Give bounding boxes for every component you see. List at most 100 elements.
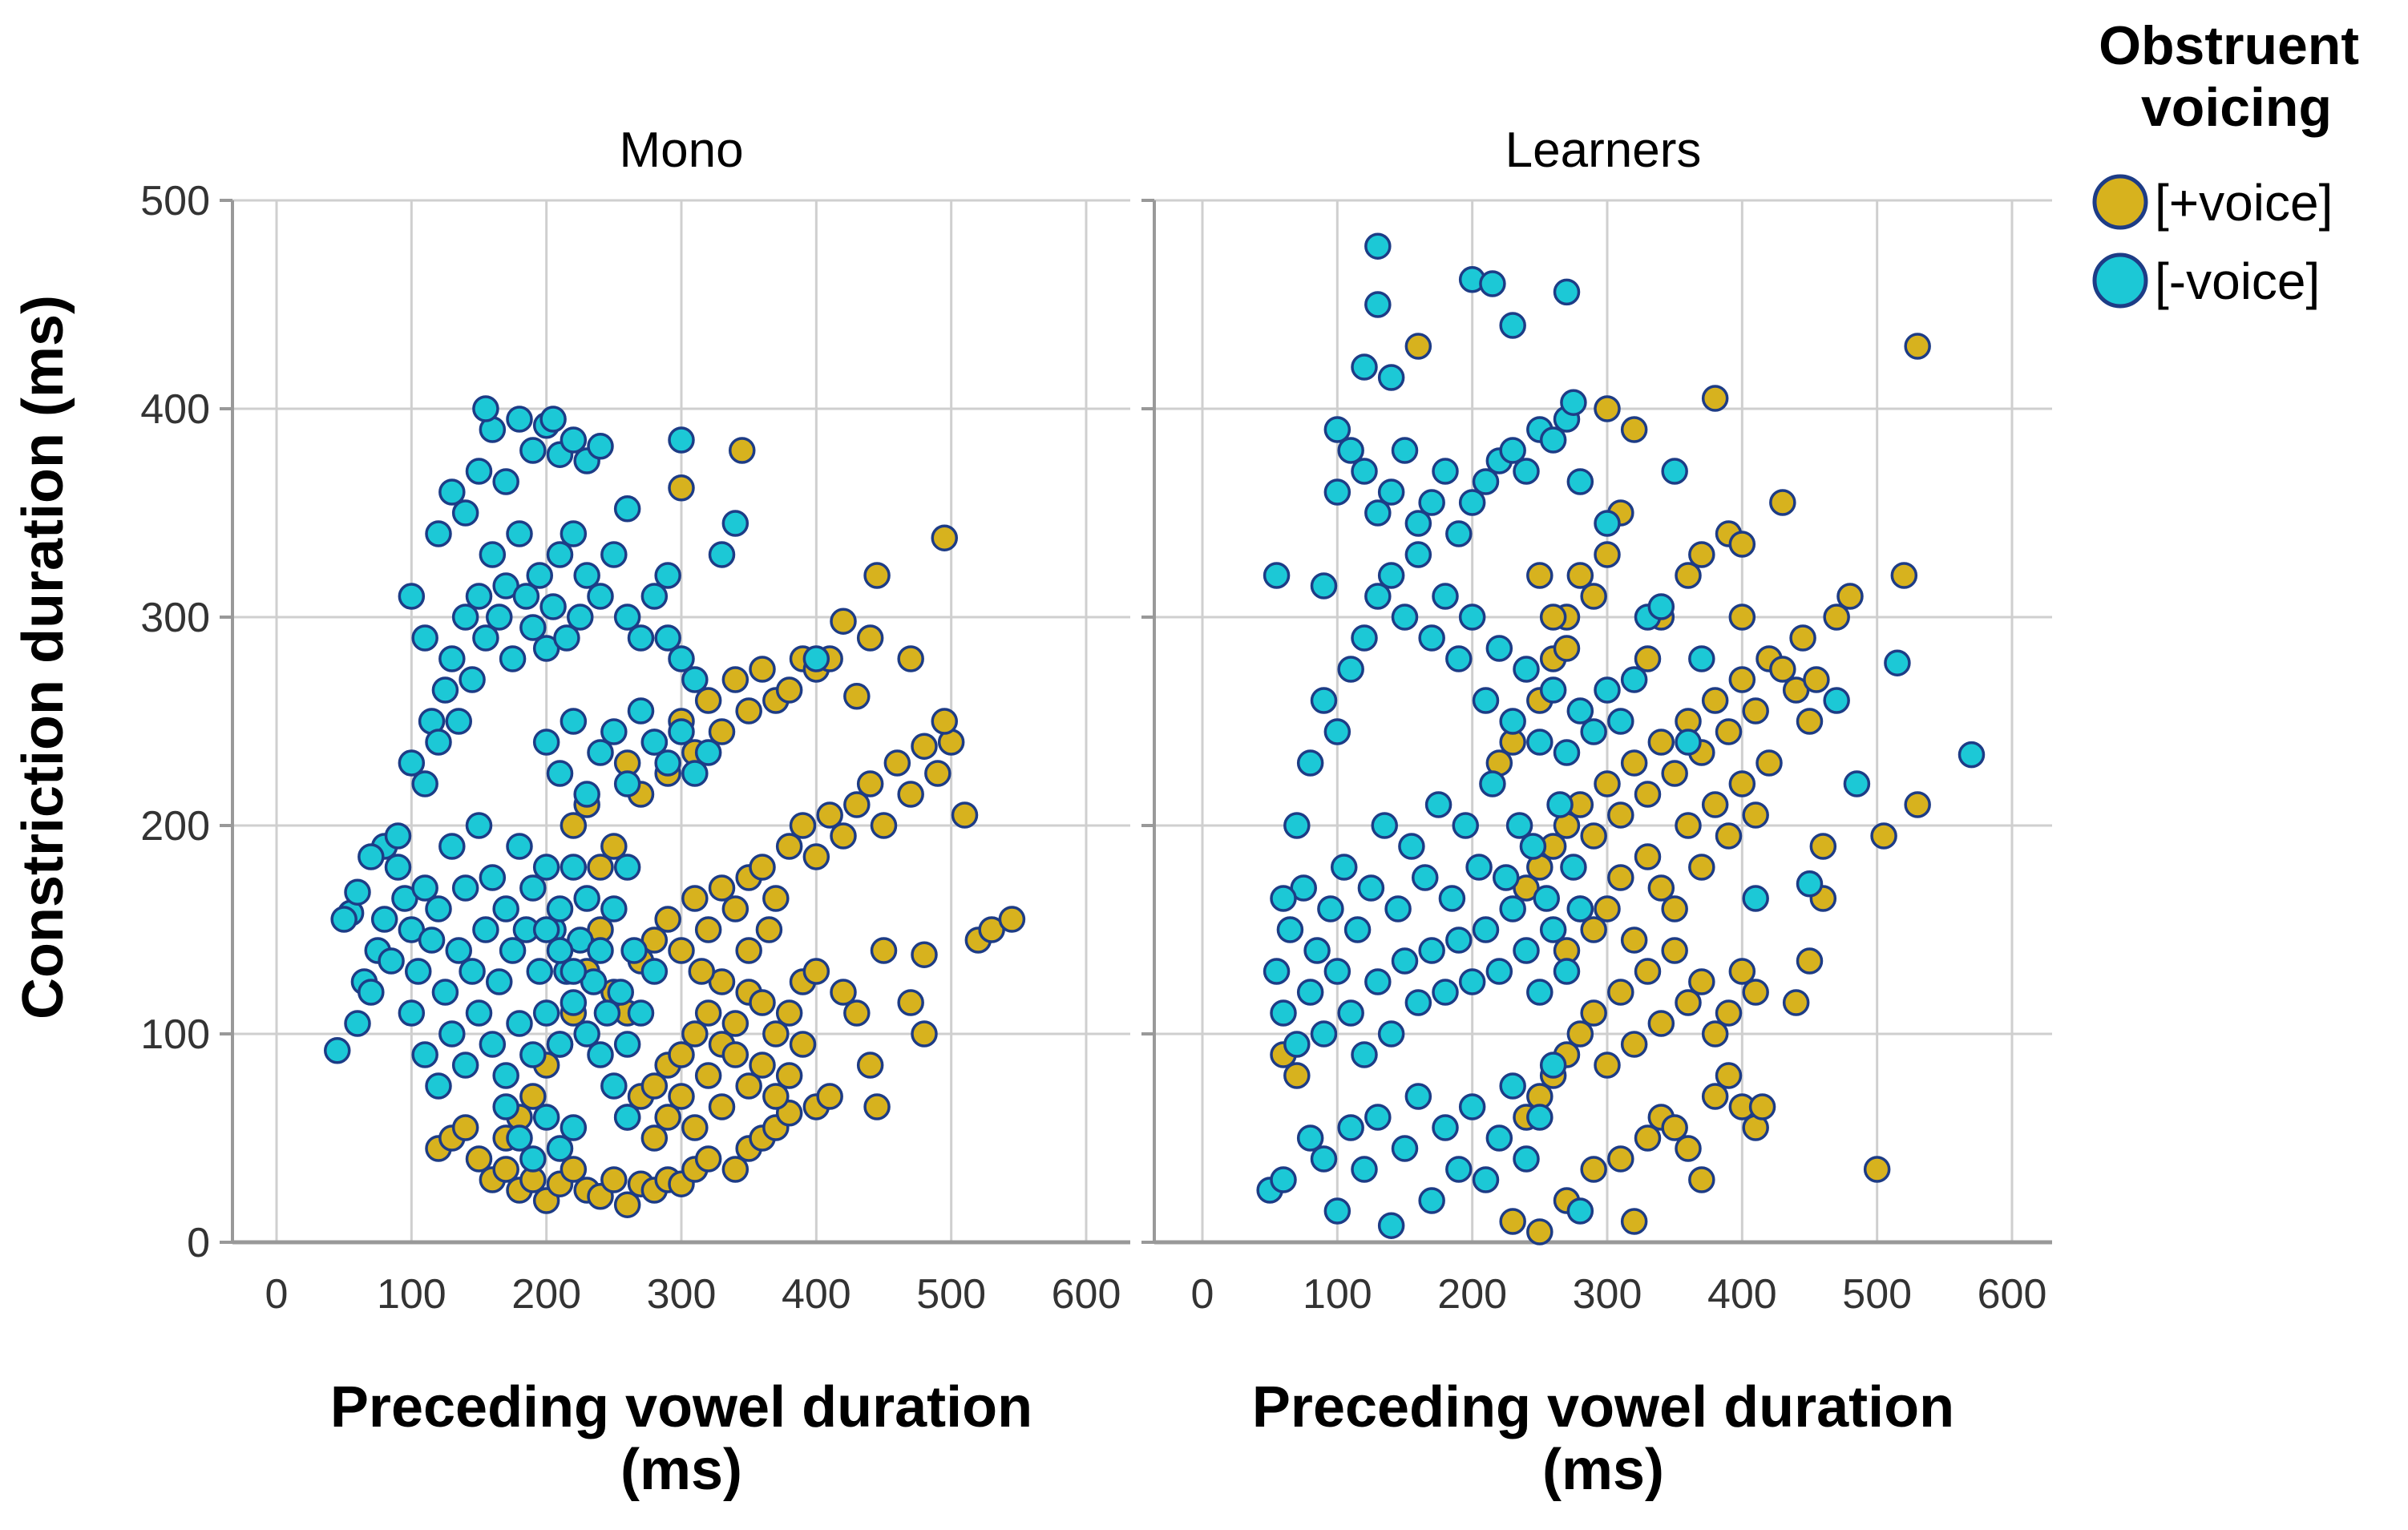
y-axis-title: Constriction duration (ms): [11, 295, 75, 1019]
data-point: [1539, 426, 1567, 454]
data-point: [931, 708, 958, 735]
data-point: [789, 1031, 817, 1058]
data-point: [1661, 458, 1688, 485]
data-point: [1526, 729, 1553, 756]
data-point: [1296, 1124, 1324, 1152]
data-point: [1796, 870, 1824, 898]
data-point: [573, 1020, 600, 1048]
data-point: [1647, 593, 1675, 620]
data-point: [640, 1072, 669, 1100]
data-point: [384, 822, 412, 850]
data-point: [688, 958, 715, 985]
data-point: [539, 593, 567, 620]
data-point: [472, 395, 499, 422]
data-point: [1796, 708, 1824, 735]
data-point: [1357, 874, 1385, 902]
legend-marker-voiceless: [2092, 252, 2148, 309]
data-point: [451, 874, 479, 902]
data-point: [1343, 916, 1372, 943]
data-point: [600, 895, 628, 922]
data-point: [613, 1104, 641, 1131]
data-point: [654, 906, 681, 933]
data-point: [1594, 541, 1621, 568]
data-point: [519, 1083, 547, 1110]
data-point: [654, 749, 681, 777]
legend-label-voiced: [+voice]: [2155, 174, 2333, 232]
data-point: [378, 947, 405, 975]
data-point: [1769, 489, 1796, 516]
data-point: [1499, 708, 1526, 735]
data-point: [1445, 520, 1473, 547]
data-point: [1675, 812, 1702, 839]
data-point: [1276, 916, 1304, 943]
data-point: [1377, 1212, 1405, 1239]
data-point: [775, 999, 803, 1027]
data-point: [1472, 1166, 1500, 1193]
data-point: [1728, 958, 1756, 985]
data-point: [1513, 458, 1540, 485]
data-point: [512, 583, 540, 610]
data-point: [451, 604, 479, 631]
data-point: [1458, 604, 1486, 631]
data-point: [729, 437, 756, 464]
data-point: [560, 958, 588, 985]
data-point: [553, 624, 580, 652]
data-point: [425, 520, 452, 547]
data-point: [613, 1031, 641, 1058]
data-point: [721, 895, 749, 922]
data-point: [1607, 864, 1634, 891]
data-point: [1364, 583, 1392, 610]
data-point: [1391, 1135, 1419, 1162]
data-point: [1364, 291, 1392, 318]
data-point: [1742, 979, 1769, 1006]
data-point: [560, 989, 588, 1016]
data-point: [1317, 895, 1344, 922]
data-point: [560, 1156, 588, 1183]
data-point: [708, 718, 736, 745]
data-point: [398, 583, 426, 610]
data-point: [1337, 1114, 1364, 1141]
data-point: [856, 1052, 884, 1079]
data-point: [1803, 666, 1830, 693]
data-point: [492, 1093, 519, 1120]
data-point: [755, 916, 783, 943]
data-point: [1533, 885, 1560, 912]
data-point: [587, 739, 614, 766]
data-point: [1499, 1208, 1526, 1235]
data-point: [1526, 562, 1553, 589]
data-point: [1499, 437, 1526, 464]
data-point: [1283, 1062, 1311, 1089]
data-point: [1351, 1041, 1378, 1068]
data-point: [654, 562, 681, 589]
data-point: [1675, 729, 1702, 756]
data-point: [567, 604, 594, 631]
series-voiceless: [324, 395, 830, 1173]
data-point: [560, 520, 588, 547]
data-point: [532, 999, 560, 1027]
data-point: [418, 926, 446, 954]
data-point: [911, 941, 938, 968]
data-point: [472, 624, 499, 652]
data-point: [1701, 1083, 1729, 1110]
data-point: [668, 426, 695, 454]
data-point: [587, 854, 614, 881]
data-point: [843, 999, 871, 1027]
data-point: [519, 1145, 547, 1173]
data-point: [1391, 604, 1419, 631]
data-point: [1594, 770, 1621, 797]
data-point: [856, 770, 884, 797]
data-point: [425, 895, 452, 922]
data-point: [1310, 1020, 1338, 1048]
data-point: [1472, 687, 1500, 714]
data-point: [519, 614, 547, 641]
data-point: [1458, 968, 1486, 995]
data-point: [1310, 1145, 1338, 1173]
data-point: [411, 1041, 438, 1068]
data-point: [708, 874, 736, 902]
data-point: [1647, 729, 1675, 756]
data-point: [546, 541, 574, 568]
data-point: [1323, 478, 1351, 506]
data-point: [1364, 499, 1392, 527]
data-point: [694, 1062, 722, 1089]
data-point: [1404, 510, 1432, 537]
